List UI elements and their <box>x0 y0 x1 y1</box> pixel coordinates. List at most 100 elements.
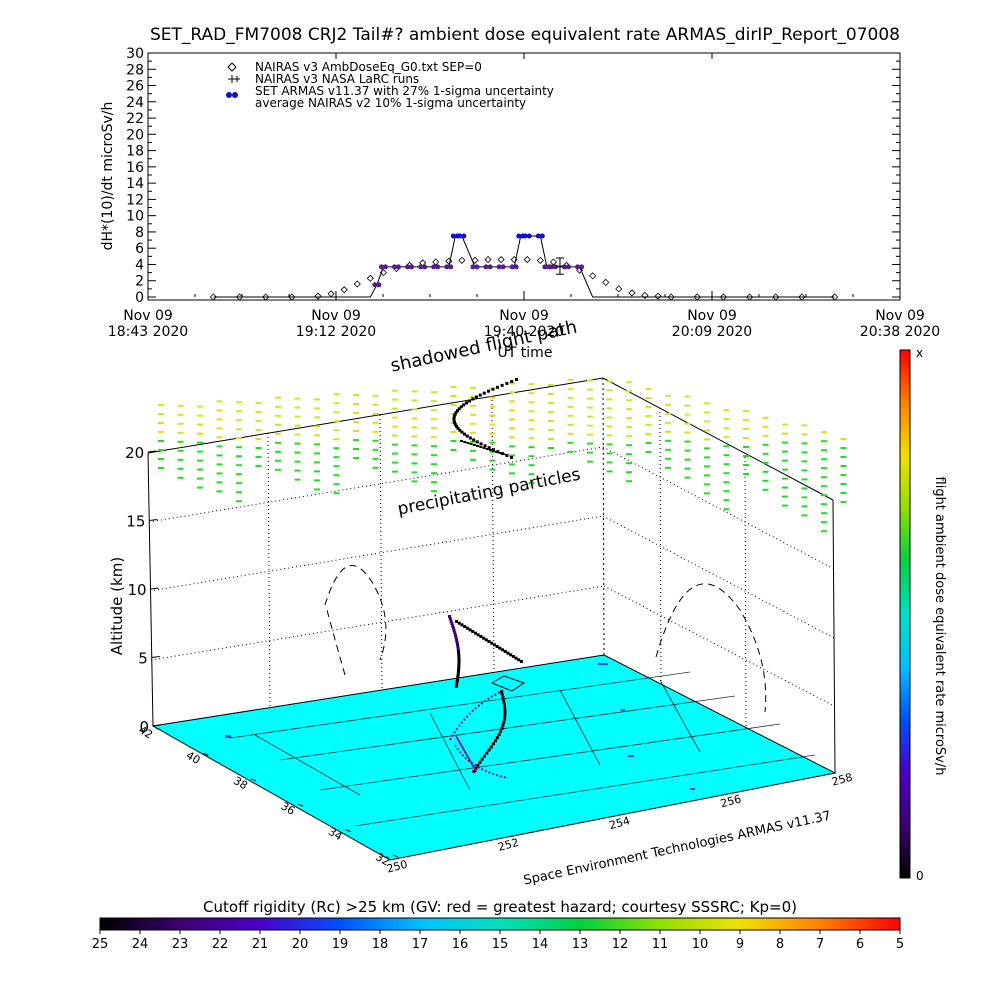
rigidity-tick-label: 20 <box>292 937 309 952</box>
armas-point <box>372 282 378 288</box>
track-point <box>455 682 459 686</box>
armas-point <box>450 233 456 239</box>
rigidity-tick-label: 21 <box>252 937 269 952</box>
track-point <box>503 714 507 718</box>
track-point <box>495 736 499 740</box>
y-tick-label: 10 <box>126 209 144 225</box>
rigidity-tick-label: 12 <box>612 937 629 952</box>
nairas-diamond-point <box>353 280 361 288</box>
track-point <box>463 625 467 628</box>
track-point <box>482 754 486 758</box>
track-point <box>476 763 480 767</box>
track-point <box>500 690 503 693</box>
armas-point <box>470 264 476 270</box>
rigidity-tick-label: 9 <box>736 937 744 952</box>
track-point <box>492 643 496 647</box>
armas-point <box>496 264 502 270</box>
x-tick-label-date: Nov 09 <box>311 308 361 324</box>
y-tick-label: 20 <box>126 127 144 143</box>
track-point <box>499 730 503 733</box>
altitude-tick-label: 0 <box>139 718 149 736</box>
y-tick-label: 28 <box>126 62 144 78</box>
track-point <box>457 621 461 625</box>
track-point <box>456 645 460 649</box>
y-tick-label: 22 <box>126 111 144 127</box>
track-point <box>487 748 491 752</box>
track-point <box>452 629 456 632</box>
armas-point <box>474 264 480 270</box>
armas-point <box>535 233 541 239</box>
track-point <box>448 615 451 618</box>
x-tick-label-time: 18:43 2020 <box>108 324 188 340</box>
armas-point <box>409 264 415 270</box>
armas-point <box>526 233 532 239</box>
shadow-projection-left <box>324 565 387 661</box>
rigidity-colorbar-ticks: 25 24 23 22 21 20 19 18 17 16 15 14 13 12 11 10 9 8 7 6 5 <box>92 930 904 952</box>
altitude-axis-label: Altitude (km) <box>108 557 126 655</box>
track-point <box>453 631 457 635</box>
track-point <box>456 671 460 674</box>
track-point <box>450 622 454 625</box>
rigidity-tick-label: 13 <box>572 937 589 952</box>
track-point <box>454 685 458 688</box>
track-point <box>500 693 504 697</box>
track-point <box>502 720 506 724</box>
track-point <box>453 633 457 637</box>
track-point <box>449 619 453 623</box>
track-point <box>493 739 497 743</box>
legend-plus-symbol <box>228 75 240 83</box>
rigidity-tick-label: 7 <box>816 937 824 952</box>
x-tick-label-date: Nov 09 <box>687 308 737 324</box>
airport-marker <box>490 675 526 692</box>
ground-blue-spots <box>225 663 695 790</box>
x-tick-label-date: Nov 09 <box>123 308 173 324</box>
track-point <box>497 733 501 737</box>
rigidity-tick-label: 6 <box>856 937 864 952</box>
nairas-diamond-point <box>615 285 623 293</box>
rigidity-tick-label: 11 <box>652 937 669 952</box>
track-point <box>455 620 458 623</box>
track-point <box>451 626 455 630</box>
dose-colorbar-max-label: x <box>916 346 923 360</box>
dose-rate-colorbar <box>899 349 911 879</box>
armas-point <box>522 233 528 239</box>
nairas-diamond-point <box>314 292 322 300</box>
track-point <box>501 648 505 652</box>
track-point <box>456 647 460 651</box>
armas-point <box>448 264 454 270</box>
y-tick-label: 4 <box>135 257 144 273</box>
x-tick-label-time: 19:40 2020 <box>484 324 564 340</box>
rigidity-tick-label: 8 <box>776 937 784 952</box>
armas-point <box>575 264 581 270</box>
track-point <box>506 651 510 655</box>
armas-point <box>461 233 467 239</box>
rigidity-tick-label: 10 <box>692 937 709 952</box>
track-point <box>455 643 459 646</box>
armas-point <box>418 264 424 270</box>
armas-point <box>435 264 441 270</box>
longitude-tick-label: 256 <box>719 792 743 810</box>
nairas-diamond-point <box>445 257 453 265</box>
precipitating-particles-dashes <box>158 378 847 533</box>
nairas-diamond-point <box>693 293 701 301</box>
nairas-diamond-point <box>523 256 531 264</box>
nairas-diamond-point <box>484 256 492 264</box>
rigidity-tick-label: 16 <box>452 937 469 952</box>
top-plot-xlabel: UT time <box>498 345 553 361</box>
dose-colorbar-label: flight ambient dose equivalent rate micr… <box>932 477 947 776</box>
longitude-tick-label: 254 <box>608 814 632 832</box>
track-point <box>498 646 502 650</box>
nairas-diamond-point <box>589 272 597 280</box>
track-point <box>500 726 504 730</box>
armas-series-line <box>213 235 835 298</box>
track-point <box>478 760 482 764</box>
longitude-tick-label: 258 <box>830 771 854 789</box>
nairas-diamond-point <box>641 291 649 299</box>
armas-point <box>579 264 585 270</box>
y-tick-label: 30 <box>126 46 144 62</box>
track-point <box>501 723 505 727</box>
rigidity-tick-label: 22 <box>212 937 229 952</box>
